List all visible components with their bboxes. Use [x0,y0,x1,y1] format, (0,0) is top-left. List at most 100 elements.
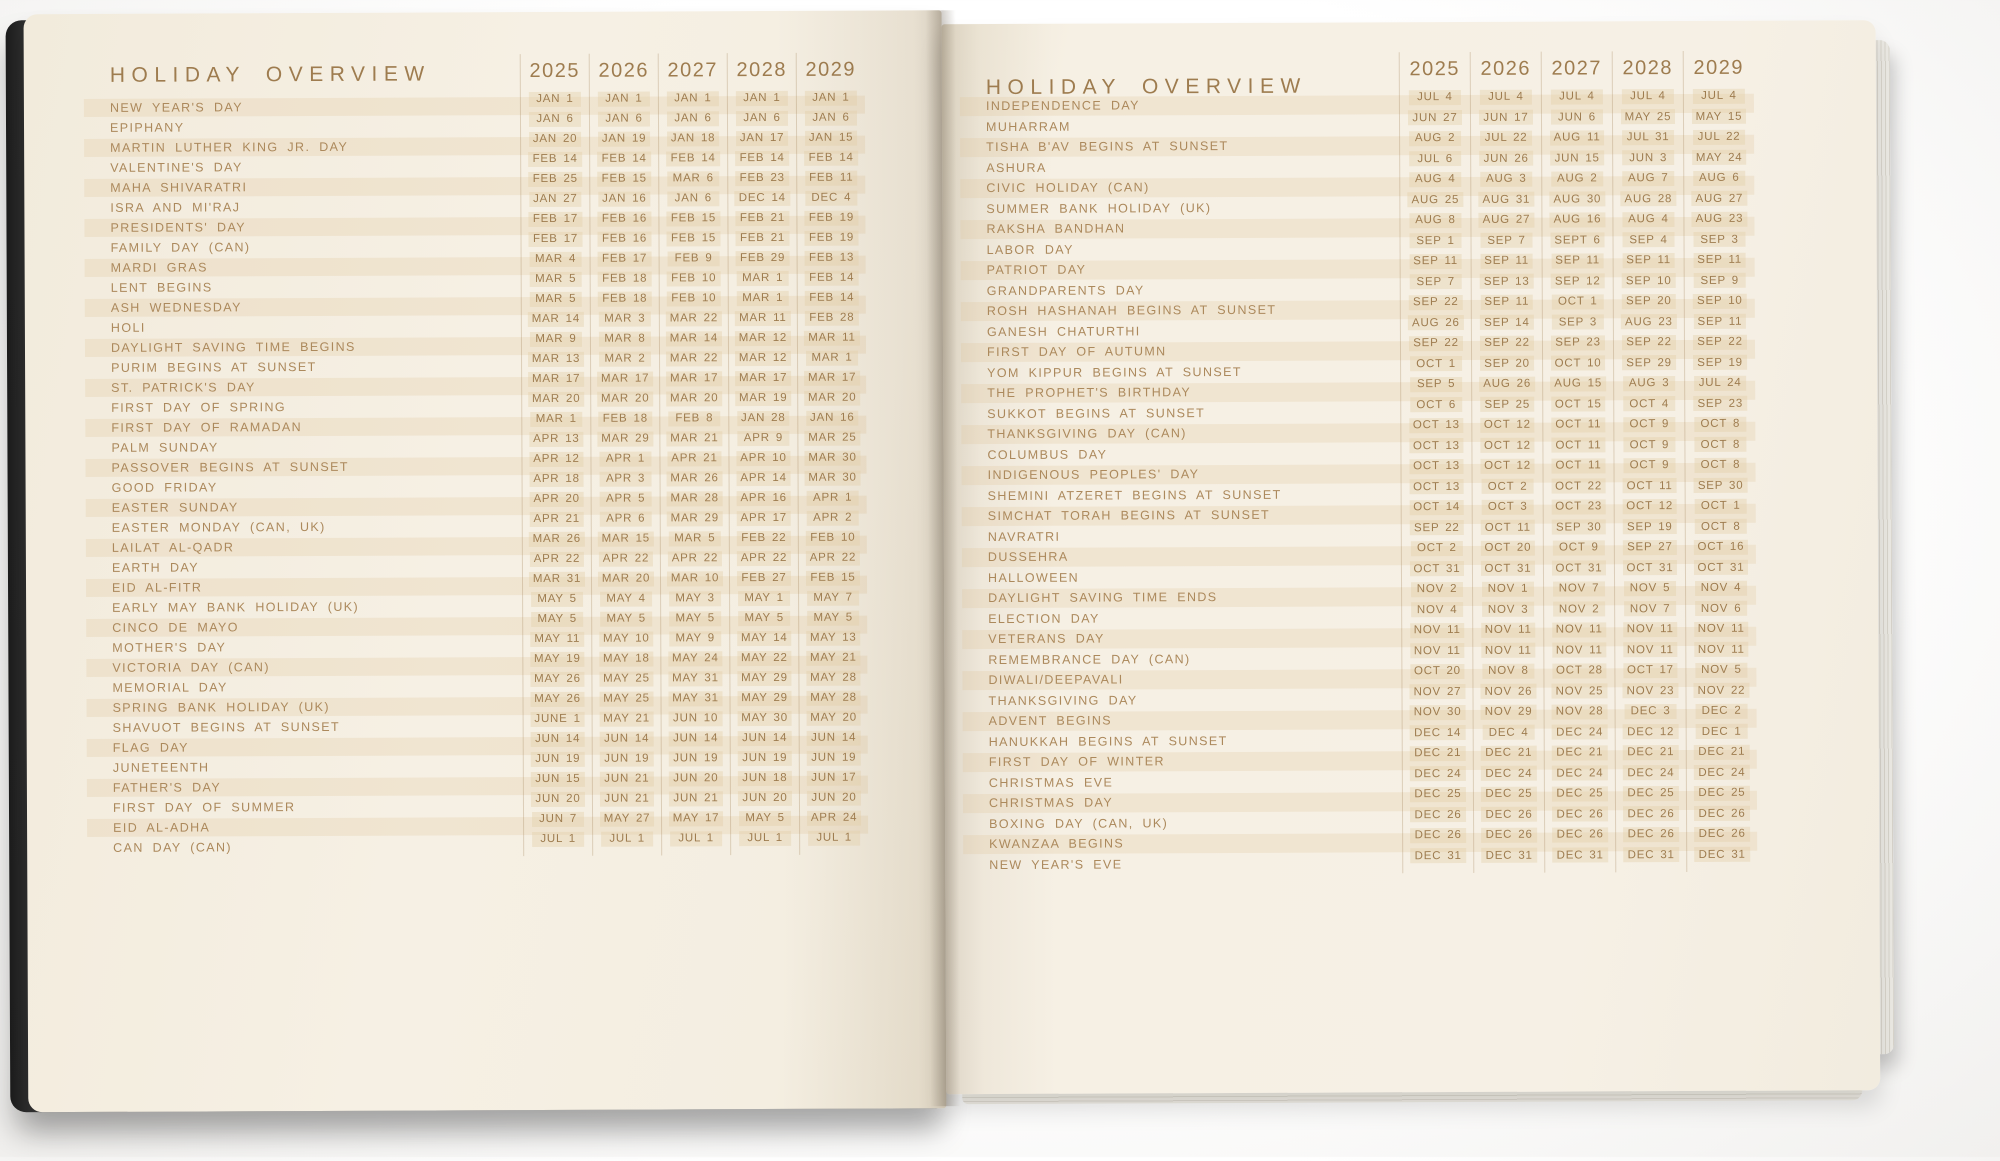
holiday-date: MAR 25 [804,430,861,446]
holiday-date: AUG 26 [1407,315,1464,331]
holiday-date: FEB 15 [806,570,860,586]
holiday-name: PURIM BEGINS AT SUNSET [111,359,317,375]
holiday-date: JAN 19 [597,131,651,147]
holiday-date: JUN 19 [669,750,723,766]
holiday-date: OCT 20 [1409,663,1465,679]
year-header: 2025 [519,53,589,97]
holiday-date: APR 6 [599,511,652,527]
holiday-date: MAY 24 [1691,149,1747,166]
holiday-date: SEP 9 [1693,272,1746,289]
holiday-date: DEC 25 [1410,786,1466,802]
holiday-date: SEP 11 [1693,313,1747,330]
holiday-date: NOV 29 [1480,704,1537,720]
holiday-date: MAY 21 [805,650,861,666]
year-header: 2028 [1611,51,1683,94]
holiday-date: MAR 1 [736,270,789,286]
holiday-date: JAN 6 [804,110,858,126]
holiday-date: DEC 26 [1694,826,1750,842]
holiday-date: MAY 5 [531,611,584,627]
holiday-date: JAN 18 [666,130,720,146]
holiday-date: NOV 11 [1622,642,1678,658]
book-gutter [925,10,961,1107]
holiday-date: MAR 22 [665,350,723,366]
holiday-date: OCT 3 [1481,499,1534,515]
holiday-date: MAR 29 [666,510,723,526]
holiday-date: FEB 9 [667,250,720,266]
holiday-date: APR 16 [736,490,791,506]
holiday-name: EPIPHANY [109,120,185,135]
holiday-date: APR 21 [667,450,722,466]
holiday-date: JUN 21 [600,791,654,807]
holiday-date: NOV 5 [1624,580,1677,597]
holiday-date: JUN 20 [738,790,792,806]
holiday-date: MAY 5 [600,611,653,627]
holiday-date: FEB 28 [805,310,859,326]
holiday-date: NOV 4 [1695,580,1748,596]
holiday-name: REMEMBRANCE DAY (CAN) [988,651,1191,667]
holiday-date: SEP 22 [1480,335,1534,351]
holiday-date: APR 22 [529,551,585,567]
holiday-name: VALENTINE'S DAY [110,160,243,175]
holiday-date: OCT 12 [1622,498,1678,515]
holiday-date-cell: JUL 1 [730,830,800,856]
holiday-date: FEB 10 [667,270,721,286]
holiday-date: JAN 6 [528,111,582,127]
holiday-date: NOV 22 [1693,682,1750,699]
holiday-date: APR 22 [736,550,792,566]
holiday-date: SEP 29 [1622,355,1676,371]
holiday-date: DEC 24 [1552,724,1608,740]
holiday-name: DAYLIGHT SAVING TIME ENDS [988,590,1218,606]
holiday-date: NOV 4 [1411,602,1464,618]
holiday-date: MAY 3 [669,590,722,606]
holiday-date: MAR 20 [528,391,585,407]
holiday-date: APR 22 [598,551,654,567]
holiday-date: MAR 30 [804,450,861,466]
holiday-date: FEB 19 [804,230,859,246]
holiday-date: OCT 9 [1623,457,1676,474]
holiday-date: SEP 11 [1622,252,1676,269]
holiday-date: MAY 31 [668,690,723,706]
holiday-date: DEC 3 [1624,703,1677,720]
holiday-date: JAN 27 [529,191,582,207]
holiday-date: FEB 14 [597,151,651,167]
holiday-name: GANESH CHATURTHI [986,324,1141,339]
year-header: 2027 [1540,51,1612,94]
holiday-name: EASTER SUNDAY [111,500,239,515]
holiday-date: SEP 22 [1693,334,1747,350]
holiday-date: JAN 1 [735,90,788,106]
holiday-date: DEC 4 [805,190,858,206]
holiday-date: DEC 12 [1623,724,1679,740]
holiday-date: DEC 2 [1695,703,1748,719]
holiday-date: AUG 7 [1622,170,1675,187]
holiday-date: SEP 11 [1480,253,1534,269]
holiday-date: NOV 11 [1480,622,1536,638]
holiday-date: AUG 8 [1409,212,1462,228]
holiday-date: SEP 19 [1622,519,1677,535]
holiday-date: APR 17 [736,510,791,526]
holiday-date: OCT 9 [1623,437,1676,453]
holiday-date: FEB 10 [667,290,721,306]
holiday-date: NOV 11 [1409,622,1465,638]
holiday-date: JUN 21 [669,790,723,806]
holiday-date: MAR 26 [528,531,586,547]
holiday-date: JUL 1 [808,830,861,846]
holiday-date: DEC 26 [1552,806,1608,822]
holiday-date: JUL 4 [1479,89,1532,105]
holiday-date: DEC 26 [1623,806,1679,822]
holiday-date: SEP 5 [1410,376,1463,392]
holiday-date: JUN 15 [1550,150,1604,166]
holiday-date: OCT 20 [1480,540,1536,556]
holiday-date: APR 1 [599,451,652,467]
holiday-date: MAR 29 [597,431,654,447]
holiday-date: DEC 14 [734,190,790,206]
holiday-date: OCT 12 [1480,458,1535,474]
holiday-name: NAVRATRI [987,529,1061,544]
holiday-name: SIMCHAT TORAH BEGINS AT SUNSET [987,508,1271,524]
holiday-date: MAY 22 [736,650,792,666]
holiday-name: FAMILY DAY (CAN) [110,240,251,255]
holiday-date: OCT 31 [1622,560,1678,576]
holiday-name: EARLY MAY BANK HOLIDAY (UK) [112,599,360,615]
holiday-date: MAR 22 [665,310,723,326]
holiday-date: MAY 11 [530,631,585,647]
holiday-date: APR 1 [806,490,859,506]
